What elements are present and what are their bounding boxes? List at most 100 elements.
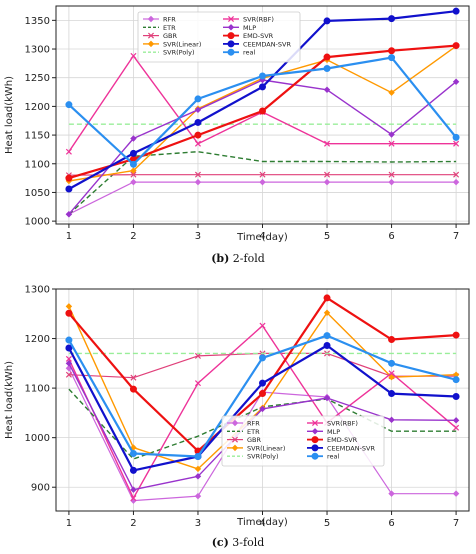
legend-swatch-marker xyxy=(227,32,235,40)
legend-entry: EMD-SVR xyxy=(307,436,358,444)
data-point xyxy=(323,17,331,25)
data-point xyxy=(65,336,73,344)
series-svr-rbf- xyxy=(65,322,460,502)
x-tick-label: 3 xyxy=(195,518,201,529)
x-tick-label: 7 xyxy=(453,231,459,242)
data-point xyxy=(388,336,396,344)
x-tick-label: 1 xyxy=(66,518,72,529)
legend-entry: ETR xyxy=(227,428,260,436)
legend-entry: MLP xyxy=(307,428,340,436)
data-point xyxy=(194,473,202,480)
data-point xyxy=(452,7,460,15)
panel-3-fold: 900 1000 1100 1200 1300 1 2 3 4 5 6 7 Time(day) Heat … xyxy=(4,285,470,549)
y-tick-label: 1150 xyxy=(25,131,50,142)
series-mlp xyxy=(65,360,460,493)
data-point xyxy=(388,89,395,96)
legend-swatch-marker xyxy=(231,444,239,452)
legend-label: SVR(Linear) xyxy=(247,444,285,452)
series-ceemdan-svr xyxy=(65,341,460,474)
y-tick-label: 1200 xyxy=(25,334,50,345)
legend-entry: real xyxy=(223,48,256,57)
legend-swatch-marker xyxy=(231,436,239,443)
y-tick-label: 1300 xyxy=(25,45,50,56)
data-point xyxy=(388,47,396,55)
data-point xyxy=(194,465,202,473)
legend-swatch-marker xyxy=(227,40,235,48)
legend-label: RFR xyxy=(163,16,176,24)
data-point xyxy=(194,178,202,186)
data-point xyxy=(65,148,72,155)
legend-swatch-marker xyxy=(227,15,235,23)
x-tick-label: 1 xyxy=(66,231,72,242)
legend-label: CEEMDAN-SVR xyxy=(327,444,375,452)
legend-entry: SVR(Poly) xyxy=(143,49,194,57)
data-point xyxy=(194,118,202,126)
data-point xyxy=(65,101,73,109)
legend-entry: MLP xyxy=(223,24,256,32)
legend-box xyxy=(221,415,385,467)
legend-label: RFR xyxy=(247,420,260,428)
data-point xyxy=(388,390,396,398)
legend-label: MLP xyxy=(243,24,256,32)
data-point xyxy=(65,211,73,218)
series-gbr xyxy=(65,171,460,179)
legend-label: SVR(Poly) xyxy=(247,453,278,461)
data-point xyxy=(324,140,331,147)
legend-swatch-marker xyxy=(227,48,235,56)
data-point xyxy=(65,185,73,193)
y-tick-label: 900 xyxy=(31,483,50,494)
legend-swatch-marker xyxy=(311,419,319,427)
legend-label: SVR(RBF) xyxy=(243,16,274,24)
data-point xyxy=(259,405,266,413)
data-point xyxy=(452,490,460,497)
legend-entry: RFR xyxy=(143,16,176,24)
data-point xyxy=(453,140,460,147)
legend-swatch-marker xyxy=(311,452,319,460)
data-point xyxy=(194,140,201,147)
data-point xyxy=(323,65,331,73)
data-point xyxy=(259,178,266,186)
data-point xyxy=(130,495,137,502)
x-tick-label: 7 xyxy=(453,518,459,529)
data-point xyxy=(388,178,395,186)
data-point xyxy=(388,416,395,424)
data-point xyxy=(388,490,395,497)
data-point xyxy=(388,140,395,147)
series-line xyxy=(68,150,457,215)
data-point xyxy=(452,133,460,141)
legend-swatch-marker xyxy=(311,444,319,452)
y-axis-label: Heat load(kWh) xyxy=(4,361,15,439)
legend-entry: SVR(Linear) xyxy=(143,40,201,48)
legend-entry: SVR(Poly) xyxy=(227,453,278,461)
y-tick-label: 1000 xyxy=(25,433,50,444)
data-point xyxy=(259,83,266,91)
data-point xyxy=(323,53,331,61)
x-tick-label: 6 xyxy=(388,231,394,242)
data-point xyxy=(65,371,72,378)
x-tick-label: 4 xyxy=(259,518,265,529)
data-point xyxy=(194,95,202,103)
legend-label: real xyxy=(243,49,256,57)
y-tick-label: 1300 xyxy=(25,285,50,296)
x-tick-label: 5 xyxy=(324,518,330,529)
data-point xyxy=(65,344,73,352)
x-axis-label: Time(day) xyxy=(236,517,288,528)
data-point xyxy=(388,131,395,138)
legend-label: ETR xyxy=(163,24,176,32)
legend-swatch-marker xyxy=(231,419,239,427)
series-rfr xyxy=(65,178,460,218)
legend-entry: GBR xyxy=(143,32,177,40)
data-point xyxy=(194,380,201,387)
legend-label: SVR(Linear) xyxy=(163,40,201,48)
y-tick-label: 1350 xyxy=(25,16,50,27)
legend-label: SVR(RBF) xyxy=(327,420,358,428)
data-point xyxy=(323,86,331,93)
y-tick-label: 1100 xyxy=(25,384,50,395)
legend-label: SVR(Poly) xyxy=(163,49,194,57)
data-point xyxy=(259,107,266,115)
legend-label: GBR xyxy=(247,436,261,444)
data-point xyxy=(323,394,331,402)
data-point xyxy=(453,424,460,431)
